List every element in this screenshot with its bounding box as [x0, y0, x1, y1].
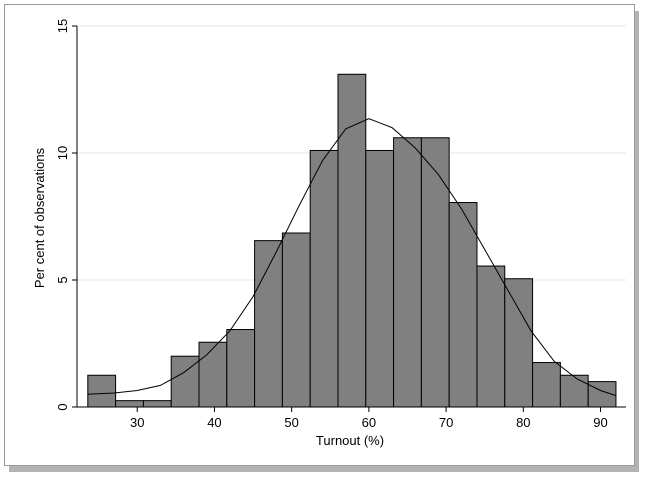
- histogram-bar: [226, 329, 256, 408]
- histogram-bar: [420, 137, 450, 408]
- histogram-bar: [476, 265, 506, 408]
- x-tick-label: 40: [207, 415, 221, 430]
- histogram-bars: [87, 73, 617, 408]
- x-axis-ticks: 30 40 50 60 70 80 90: [130, 407, 608, 430]
- density-curve: [87, 118, 617, 397]
- histogram-bar: [142, 400, 172, 408]
- x-tick-label: 80: [516, 415, 530, 430]
- y-tick-label: 10: [55, 146, 70, 160]
- histogram-bar: [365, 149, 395, 408]
- histogram-bar: [337, 73, 367, 408]
- histogram-bar: [309, 149, 339, 408]
- histogram-bar: [393, 137, 422, 408]
- histogram-bar: [87, 374, 117, 408]
- plot-area: 30 40 50 60 70 80 90 0 5 10 15: [55, 19, 626, 430]
- histogram-bar: [448, 202, 478, 408]
- x-tick-label: 50: [284, 415, 298, 430]
- y-axis-label: Per cent of observations: [32, 147, 47, 288]
- histogram-bar: [115, 400, 144, 408]
- y-tick-label: 0: [55, 403, 70, 410]
- x-tick-label: 60: [362, 415, 376, 430]
- x-axis-label: Turnout (%): [316, 433, 384, 448]
- x-tick-label: 70: [439, 415, 453, 430]
- histogram-bar: [281, 232, 311, 408]
- histogram-bar: [254, 240, 283, 408]
- y-tick-label: 5: [55, 276, 70, 283]
- histogram-bar: [504, 278, 534, 408]
- histogram-bar: [198, 341, 228, 408]
- y-axis-ticks: 0 5 10 15: [55, 19, 77, 411]
- histogram-bar: [559, 374, 589, 408]
- y-tick-label: 15: [55, 19, 70, 33]
- x-tick-label: 30: [130, 415, 144, 430]
- histogram-bar: [532, 362, 561, 408]
- x-tick-label: 90: [593, 415, 607, 430]
